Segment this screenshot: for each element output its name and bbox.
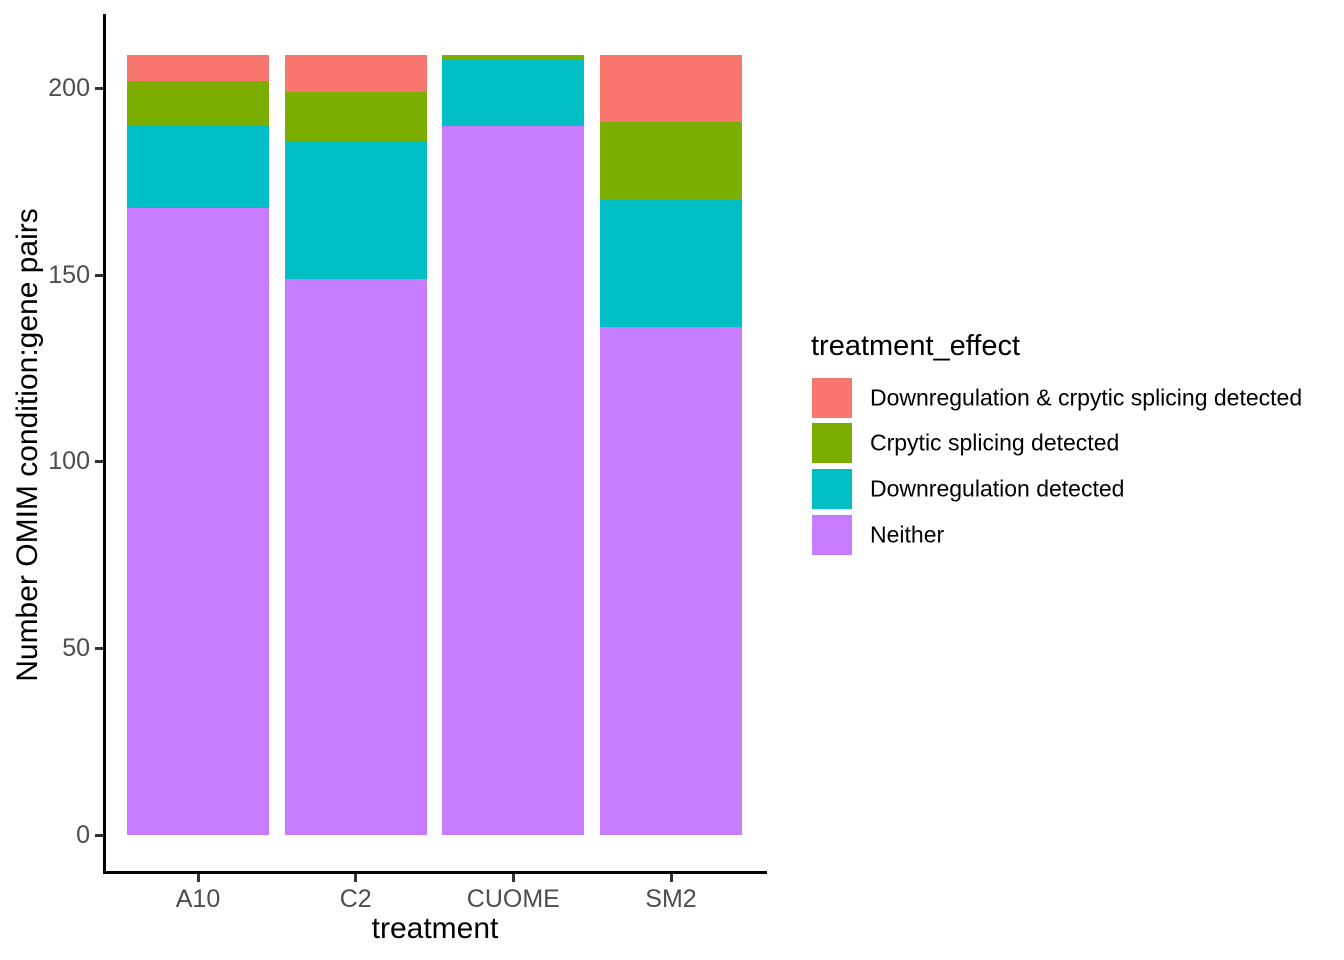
bar-segment — [600, 327, 742, 835]
y-tick-mark — [95, 833, 103, 837]
bar-segment — [127, 207, 269, 835]
y-tick-label: 50 — [62, 633, 90, 662]
bar-segment — [127, 54, 269, 82]
x-axis-line — [103, 871, 767, 874]
bar-segment — [442, 125, 585, 835]
legend-key-swatch — [812, 377, 852, 418]
x-tick-label: C2 — [339, 885, 372, 913]
x-tick-mark — [669, 874, 673, 882]
bar-segment — [284, 92, 427, 141]
legend-title: treatment_effect — [811, 330, 1021, 362]
y-tick-label: 200 — [48, 74, 90, 102]
legend-key-swatch — [812, 469, 852, 509]
x-tick-label: A10 — [175, 885, 221, 913]
x-tick-mark — [196, 874, 200, 882]
legend-key-swatch — [812, 514, 852, 555]
bar-segment — [284, 54, 427, 93]
y-axis-line — [103, 14, 106, 874]
y-tick-label: 100 — [48, 447, 90, 476]
y-tick-mark — [95, 87, 103, 90]
bar-segment — [127, 81, 269, 126]
bar-segment — [442, 54, 585, 59]
legend-key-swatch — [812, 423, 852, 464]
y-tick-mark — [95, 273, 103, 277]
bar-segment — [284, 278, 427, 835]
y-tick-label: 0 — [76, 820, 90, 849]
legend-item-label: Crpytic splicing detected — [870, 429, 1120, 456]
y-tick-mark — [95, 646, 103, 650]
bar-segment — [600, 122, 742, 201]
y-tick-label: 150 — [48, 260, 90, 289]
x-tick-mark — [354, 874, 358, 882]
legend-item-label: Downregulation & crpytic splicing detect… — [870, 384, 1303, 411]
bar-segment — [600, 200, 742, 328]
y-axis-title: Number OMIM condition:gene pairs — [11, 208, 44, 682]
x-tick-mark — [511, 874, 515, 882]
x-tick-label: CUOME — [466, 885, 560, 913]
x-axis-title: treatment — [371, 912, 499, 945]
bar-segment — [284, 140, 427, 279]
legend-item-label: Neither — [870, 521, 945, 548]
y-tick-mark — [95, 460, 103, 464]
bar-segment — [442, 58, 585, 126]
bar-segment — [600, 54, 742, 123]
bar-segment — [127, 125, 269, 208]
x-tick-label: SM2 — [645, 885, 697, 913]
legend-item-label: Downregulation detected — [870, 475, 1125, 502]
